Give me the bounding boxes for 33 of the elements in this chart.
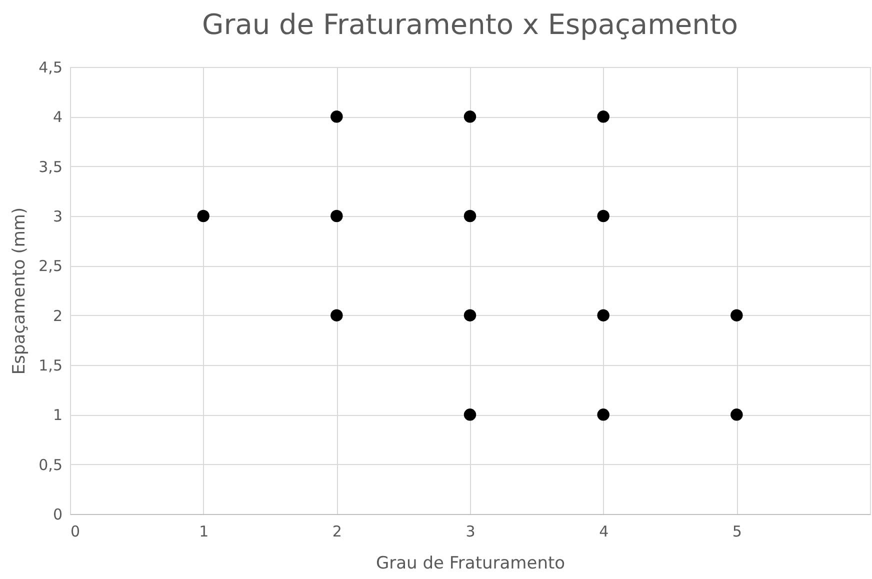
x-axis-title: Grau de Fraturamento [376, 554, 566, 574]
y-tick-label: 4,5 [38, 58, 62, 76]
y-tick-label: 0 [52, 506, 62, 524]
point [197, 210, 210, 222]
y-tick-label: 0,5 [38, 456, 62, 474]
point [597, 309, 610, 322]
x-tick-label: 3 [466, 522, 476, 540]
point [464, 210, 476, 222]
x-tick-label: 5 [732, 522, 742, 540]
y-tick-label: 3,5 [38, 158, 62, 176]
point [464, 110, 476, 123]
point [730, 408, 743, 421]
y-tick-label: 1,5 [38, 356, 62, 374]
point [330, 309, 343, 322]
y-tick-label: 4 [52, 108, 62, 126]
point [330, 110, 343, 123]
point [330, 210, 343, 222]
point [730, 309, 743, 322]
y-tick-label: 3 [52, 208, 62, 226]
point [597, 408, 610, 421]
y-tick-label: 2,5 [38, 257, 62, 276]
x-tick-label: 4 [599, 522, 609, 540]
point [597, 110, 610, 123]
y-tick-label: 2 [52, 306, 62, 325]
point [597, 210, 610, 222]
y-axis-title: Espaçamento (mm) [10, 207, 30, 375]
point [464, 408, 476, 421]
point [464, 309, 476, 322]
x-tick-label: 2 [332, 522, 342, 540]
y-tick-label: 1 [52, 406, 62, 424]
x-tick-label: 0 [70, 522, 80, 540]
chart-title: Grau de Fraturamento x Espaçamento [202, 8, 738, 41]
x-tick-label: 1 [199, 522, 209, 540]
